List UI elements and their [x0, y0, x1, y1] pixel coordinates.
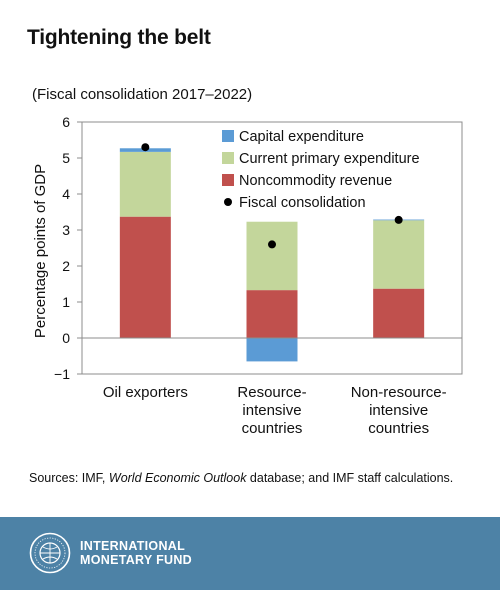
sources-prefix: Sources: IMF,	[29, 471, 109, 485]
y-tick-label: −1	[54, 366, 70, 382]
plot-frame	[81, 121, 463, 375]
y-tick-label: 6	[62, 114, 70, 130]
y-axis-title: Percentage points of GDP	[32, 164, 49, 338]
sources-suffix: database; and IMF staff calculations.	[246, 471, 454, 485]
footer-banner: INTERNATIONAL MONETARY FUND	[0, 517, 500, 590]
imf-wordmark: INTERNATIONAL MONETARY FUND	[80, 539, 192, 567]
chart-title: Tightening the belt	[27, 26, 211, 49]
y-tick-label: 0	[62, 330, 70, 346]
bar-segment-current-primary-expenditure	[373, 220, 425, 289]
y-tick-label: 1	[62, 294, 70, 310]
x-category-label: Non-resource-	[351, 384, 447, 401]
wordmark-line-2: MONETARY FUND	[80, 553, 192, 567]
fiscal-consolidation-marker	[394, 215, 403, 224]
x-category-label: countries	[368, 420, 429, 437]
legend-label: Capital expenditure	[239, 129, 364, 145]
x-category-label: Oil exporters	[103, 384, 188, 401]
bar-segment-noncommodity-revenue	[373, 288, 425, 338]
bar-segment-noncommodity-revenue	[246, 290, 298, 338]
chart-subtitle: (Fiscal consolidation 2017–2022)	[32, 86, 253, 103]
x-category-label: intensive	[242, 402, 301, 419]
legend-label: Current primary expenditure	[239, 151, 420, 167]
bar-chart: −1 0 1 2 3 4 5 6 Percentage points of GDP Oil exp…	[32, 114, 463, 437]
bar-segment-noncommodity-revenue	[119, 216, 171, 338]
sources-italic: World Economic Outlook	[108, 471, 247, 485]
legend-swatch	[222, 174, 234, 186]
bar-segment-current-primary-expenditure	[119, 151, 171, 217]
bar-segment-current-primary-expenditure	[246, 221, 298, 291]
x-category-label: Resource-	[237, 384, 306, 401]
wordmark-line-1: INTERNATIONAL	[80, 539, 186, 553]
legend-label: Fiscal consolidation	[239, 195, 366, 211]
legend-swatch	[222, 130, 234, 142]
fiscal-consolidation-marker	[268, 240, 276, 249]
y-tick-label: 3	[62, 222, 70, 238]
y-tick-label: 5	[62, 150, 70, 166]
imf-seal-icon	[29, 532, 71, 574]
bar-segment-capital-expenditure	[246, 338, 298, 362]
x-category-label: countries	[242, 420, 303, 437]
x-category-label: intensive	[369, 402, 428, 419]
sources-note: Sources: IMF, World Economic Outlook dat…	[29, 471, 453, 485]
fiscal-consolidation-marker	[141, 143, 150, 152]
y-tick-label: 2	[62, 258, 70, 274]
y-tick-label: 4	[62, 186, 70, 202]
legend-label: Noncommodity revenue	[239, 173, 392, 189]
legend-marker	[224, 198, 232, 206]
legend-swatch	[222, 152, 234, 164]
